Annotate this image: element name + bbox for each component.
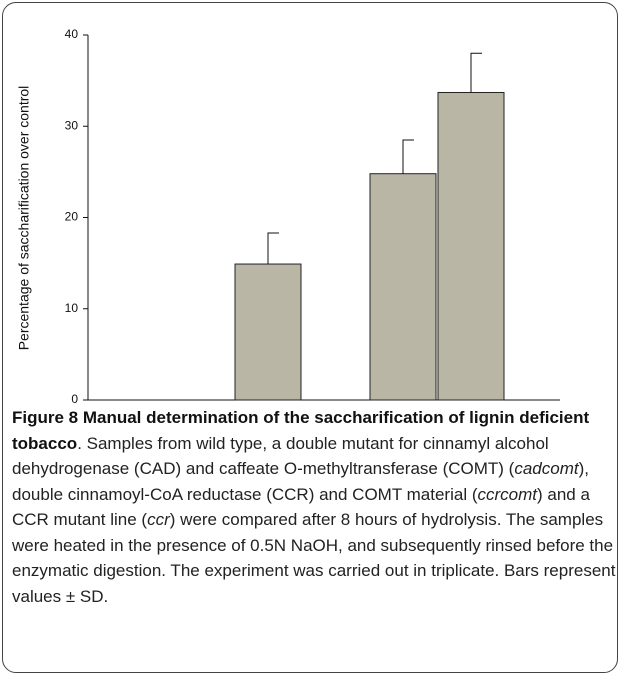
y-tick-label: 0 xyxy=(71,392,78,405)
y-tick-label: 10 xyxy=(65,301,79,315)
caption-text: ) and a CCR mutant line ( xyxy=(12,484,590,530)
y-tick-label: 30 xyxy=(65,118,79,132)
error-bar xyxy=(402,139,414,174)
y-axis-label: Percentage of saccharification over cont… xyxy=(16,86,32,351)
error-bar xyxy=(267,232,279,265)
caption-italic: cadcomt xyxy=(514,459,579,478)
caption-title: Figure 8 Manual determination of the sac… xyxy=(12,408,590,453)
error-bar xyxy=(470,52,482,93)
caption-text: ), double cinnamoyl-CoA reductase (CCR) … xyxy=(12,459,589,504)
chart: Percentage of saccharification over cont… xyxy=(16,27,560,405)
bar xyxy=(437,91,505,401)
caption-text: . Samples from wild type, a double mutan… xyxy=(12,433,549,479)
y-tick-label: 40 xyxy=(65,27,79,41)
caption-italic: ccr xyxy=(147,510,170,529)
caption-text: ) were compared after 8 hours of hydroly… xyxy=(12,510,616,606)
caption-italic: ccrcomt xyxy=(477,484,537,504)
bar xyxy=(234,263,302,401)
y-tick-label: 20 xyxy=(65,210,79,224)
figure-frame xyxy=(2,2,618,673)
caption: Figure 8 Manual determination of the sac… xyxy=(12,405,616,609)
bar xyxy=(369,173,437,401)
